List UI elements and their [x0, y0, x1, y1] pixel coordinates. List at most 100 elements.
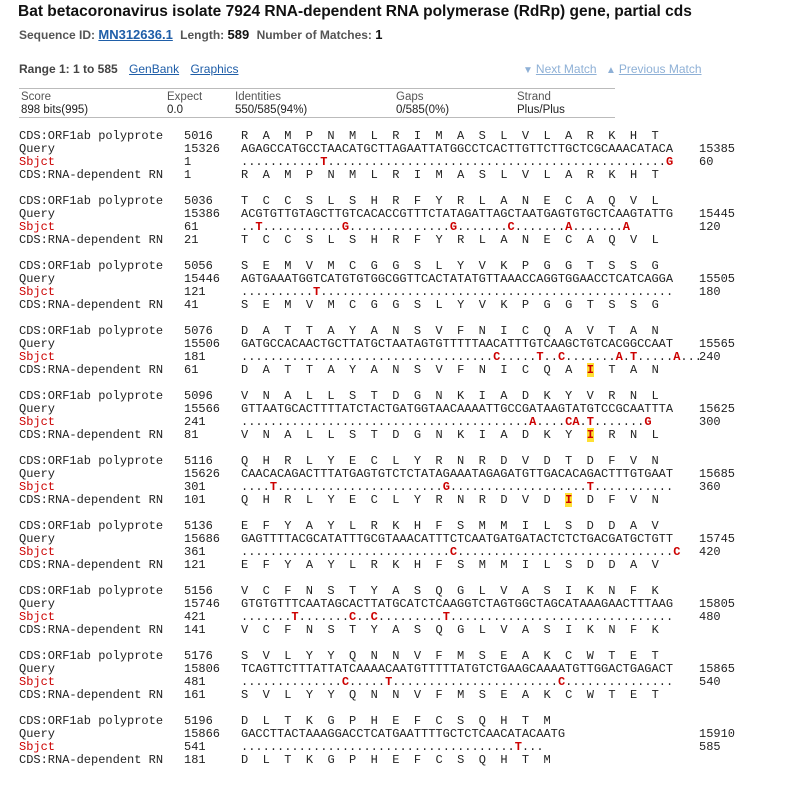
sbjct-start: 1	[184, 155, 192, 169]
query-label: Query	[19, 337, 56, 351]
query-end: 15685	[699, 467, 736, 481]
cds-position: 181	[184, 753, 206, 767]
query-start: 15446	[184, 272, 221, 286]
identities-column: Identities 550/585(94%)	[235, 91, 307, 117]
cds-position: 5016	[184, 129, 213, 143]
query-sequence: ACGTGTTGTAGCTTGTCACACCGTTTCTATAGATTAGCTA…	[241, 207, 674, 221]
sbjct-start: 541	[184, 740, 206, 754]
query-start: 15566	[184, 402, 221, 416]
query-end: 15865	[699, 662, 736, 676]
score-label: Score	[21, 91, 52, 103]
cds-position: 61	[184, 363, 199, 377]
sbjct-label: Sbjct	[19, 545, 56, 559]
sbjct-start: 481	[184, 675, 206, 689]
cds-label: CDS:ORF1ab polyprote	[19, 714, 164, 728]
translation: R A M P N M L R I M A S L V L A R K H T	[241, 168, 659, 182]
cds-position: 121	[184, 558, 206, 572]
sbjct-label: Sbjct	[19, 740, 56, 754]
sbjct-start: 121	[184, 285, 206, 299]
translation: V N A L L S T D G N K I A D K Y I R N L	[241, 428, 659, 442]
sbjct-end: 180	[699, 285, 721, 299]
translation: R A M P N M L R I M A S L V L A R K H T	[241, 129, 659, 143]
cds-label: CDS:RNA-dependent RN	[19, 558, 164, 572]
cds-position: 101	[184, 493, 206, 507]
sbjct-label: Sbjct	[19, 610, 56, 624]
translation: Q H R L Y E C L Y R N R D V D T D F V N	[241, 454, 659, 468]
query-start: 15386	[184, 207, 221, 221]
query-start: 15806	[184, 662, 221, 676]
range-text: Range 1: 1 to 585	[19, 62, 118, 76]
query-start: 15626	[184, 467, 221, 481]
cds-position: 5196	[184, 714, 213, 728]
sbjct-end: 240	[699, 350, 721, 364]
sbjct-sequence: ..........T.............................…	[241, 285, 674, 299]
query-label: Query	[19, 532, 56, 546]
query-label: Query	[19, 662, 56, 676]
cds-label: CDS:RNA-dependent RN	[19, 233, 164, 247]
query-sequence: GACCTTACTAAAGGACCTCATGAATTTTGCTCTCAACATA…	[241, 727, 566, 741]
query-end: 15565	[699, 337, 736, 351]
length-label: Length:	[180, 28, 225, 42]
cds-label: CDS:ORF1ab polyprote	[19, 129, 164, 143]
cds-position: 5176	[184, 649, 213, 663]
identities-value: 550/585(94%)	[235, 104, 308, 116]
translation: T C C S L S H R F Y R L A N E C A Q V L	[241, 233, 659, 247]
translation: E F Y A Y L R K H F S M M I L S D D A V	[241, 558, 659, 572]
sbjct-label: Sbjct	[19, 675, 56, 689]
cds-position: 5076	[184, 324, 213, 338]
score-column: Score 898 bits(995)	[21, 91, 88, 117]
sbjct-start: 421	[184, 610, 206, 624]
query-start: 15686	[184, 532, 221, 546]
cds-position: 161	[184, 688, 206, 702]
cds-label: CDS:ORF1ab polyprote	[19, 259, 164, 273]
range-line: Range 1: 1 to 585 GenBank Graphics	[19, 62, 238, 76]
sequence-id-link[interactable]: MN312636.1	[98, 27, 173, 42]
gaps-value: 0/585(0%)	[396, 104, 450, 116]
cds-label: CDS:RNA-dependent RN	[19, 168, 164, 182]
page-title: Bat betacoronavirus isolate 7924 RNA-dep…	[18, 3, 692, 20]
next-match-link[interactable]: Next Match	[535, 62, 597, 76]
translation: S V L Y Y Q N N V F M S E A K C W T E T	[241, 649, 659, 663]
sbjct-label: Sbjct	[19, 220, 56, 234]
query-end: 15910	[699, 727, 736, 741]
sbjct-end: 540	[699, 675, 721, 689]
previous-match-link[interactable]: Previous Match	[618, 62, 702, 76]
query-start: 15866	[184, 727, 221, 741]
sbjct-sequence: .......T.......C..C.........T...........…	[241, 610, 674, 624]
alignment-stats: Score 898 bits(995) Expect 0.0 Identitie…	[19, 88, 615, 118]
translation: S E M V M C G G S L Y V K P G G T S S G	[241, 298, 659, 312]
sequence-info: Sequence ID: MN312636.1 Length: 589 Numb…	[19, 27, 383, 42]
gaps-label: Gaps	[396, 91, 424, 103]
sbjct-sequence: ...........T............................…	[241, 155, 674, 169]
cds-position: 5136	[184, 519, 213, 533]
query-label: Query	[19, 207, 56, 221]
query-label: Query	[19, 142, 56, 156]
query-start: 15326	[184, 142, 221, 156]
query-label: Query	[19, 467, 56, 481]
sbjct-start: 181	[184, 350, 206, 364]
cds-position: 5036	[184, 194, 213, 208]
sbjct-sequence: ....T.......................G...........…	[241, 480, 674, 494]
translation: V C F N S T Y A S Q G L V A S I K N F K	[241, 584, 659, 598]
query-label: Query	[19, 272, 56, 286]
translation: D L T K G P H E F C S Q H T M	[241, 753, 551, 767]
query-end: 15805	[699, 597, 736, 611]
matches-value: 1	[375, 27, 383, 42]
cds-label: CDS:RNA-dependent RN	[19, 493, 164, 507]
cds-label: CDS:ORF1ab polyprote	[19, 584, 164, 598]
cds-position: 5096	[184, 389, 213, 403]
cds-label: CDS:ORF1ab polyprote	[19, 324, 164, 338]
sbjct-start: 361	[184, 545, 206, 559]
sbjct-sequence: ...................................C....…	[241, 350, 702, 364]
genbank-link[interactable]: GenBank	[129, 62, 180, 76]
sbjct-end: 480	[699, 610, 721, 624]
sbjct-label: Sbjct	[19, 480, 56, 494]
strand-value: Plus/Plus	[517, 104, 565, 116]
translation: Q H R L Y E C L Y R N R D V D I D F V N	[241, 493, 659, 507]
sbjct-end: 120	[699, 220, 721, 234]
cds-label: CDS:ORF1ab polyprote	[19, 519, 164, 533]
graphics-link[interactable]: Graphics	[190, 62, 239, 76]
cds-label: CDS:RNA-dependent RN	[19, 623, 164, 637]
cds-position: 21	[184, 233, 199, 247]
expect-value: 0.0	[167, 104, 183, 116]
